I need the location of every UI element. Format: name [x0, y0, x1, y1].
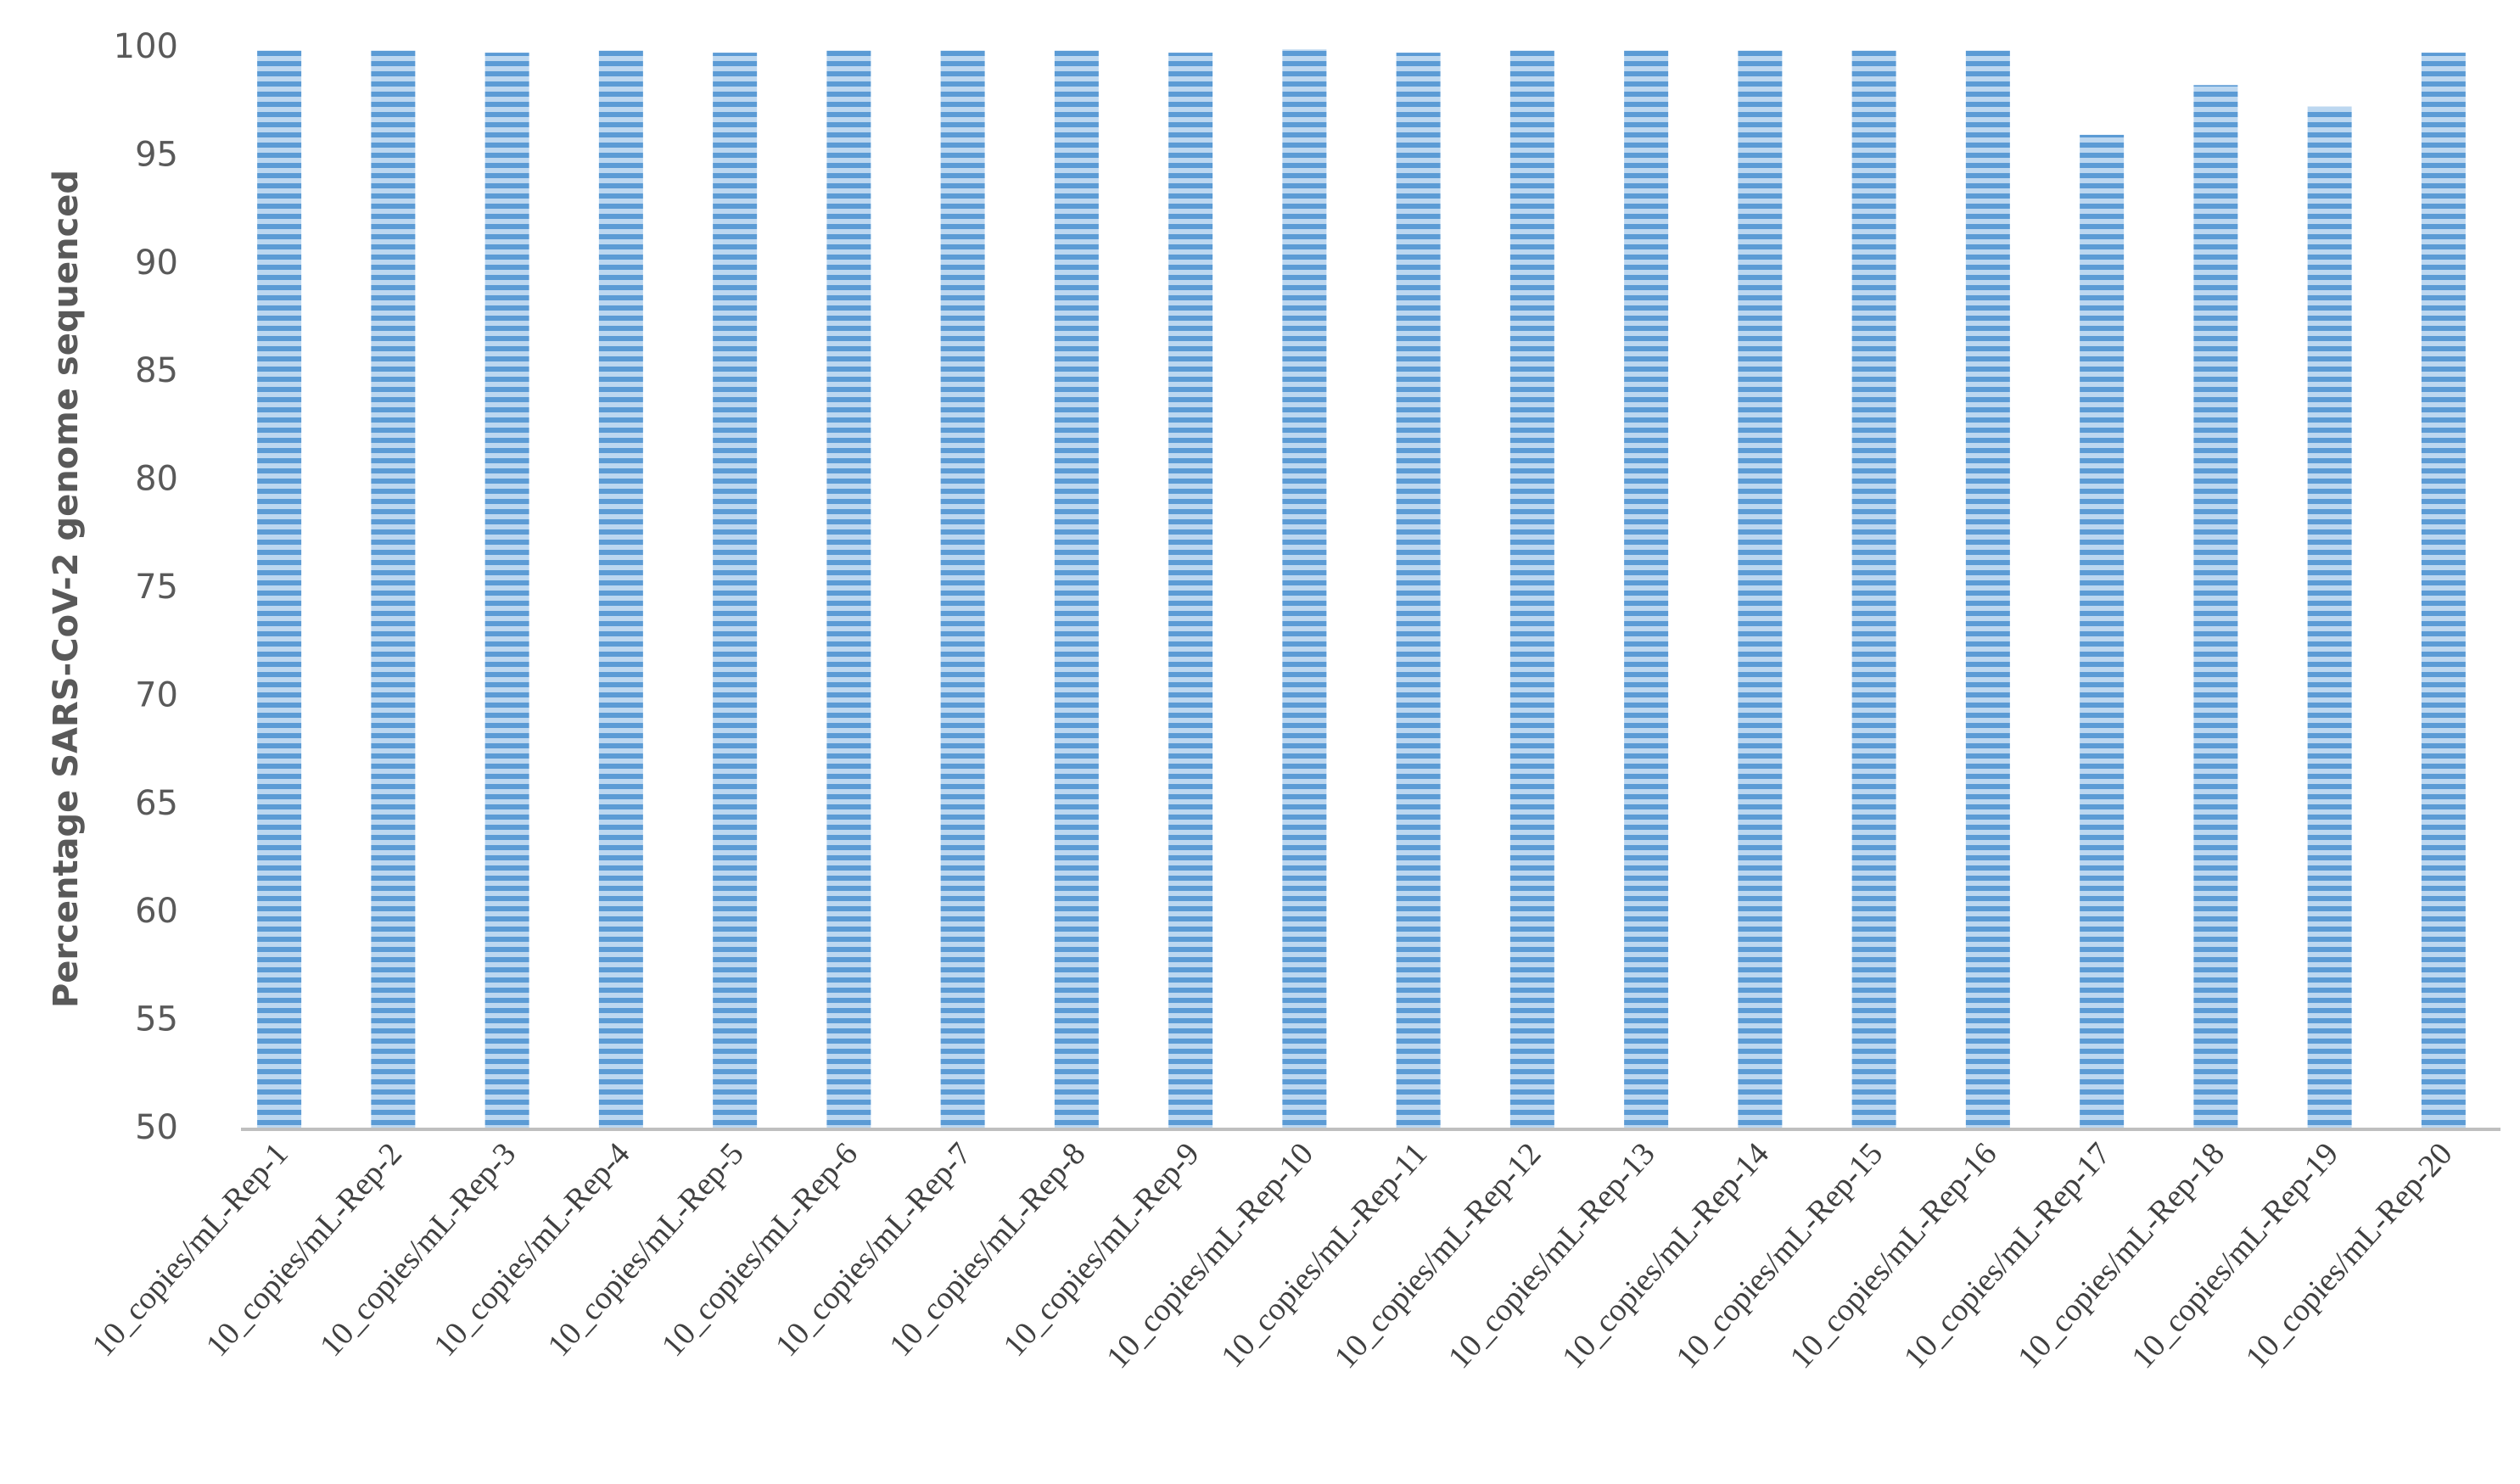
bar [1168, 53, 1213, 1130]
x-tick-label: 10_copies/mL-Rep-5 [541, 1136, 751, 1364]
x-tick-label: 10_copies/mL-Rep-17 [1897, 1136, 2118, 1375]
x-tick-label: 10_copies/mL-Rep-10 [1100, 1136, 1320, 1375]
x-tick-label: 10_copies/mL-Rep-9 [997, 1136, 1207, 1364]
y-tick-label: 50 [135, 1108, 178, 1147]
x-tick-label: 10_copies/mL-Rep-7 [769, 1136, 978, 1364]
y-tick-label: 75 [135, 568, 178, 607]
x-tick-label: 10_copies/mL-Rep-4 [427, 1136, 636, 1364]
x-tick-label: 10_copies/mL-Rep-18 [2011, 1136, 2232, 1375]
x-tick-label: 10_copies/mL-Rep-2 [199, 1136, 409, 1364]
x-tick-label: 10_copies/mL-Rep-14 [1555, 1136, 1776, 1375]
bar [371, 50, 416, 1130]
y-tick-label: 100 [114, 27, 178, 66]
x-tick-label: 10_copies/mL-Rep-13 [1442, 1136, 1662, 1375]
x-tick-label: 10_copies/mL-Rep-15 [1669, 1136, 1890, 1375]
y-tick-label: 55 [135, 1000, 178, 1039]
y-tick-label: 95 [135, 135, 178, 174]
x-tick-label: 10_copies/mL-Rep-11 [1214, 1136, 1434, 1375]
y-tick-label: 70 [135, 675, 178, 714]
x-tick-label: 10_copies/mL-Rep-19 [2125, 1136, 2345, 1375]
bar [598, 50, 643, 1130]
bar [1282, 49, 1327, 1129]
x-tick-label: 10_copies/mL-Rep-3 [313, 1136, 523, 1364]
bar [1851, 50, 1896, 1130]
y-axis-label: Percentage SARS-CoV-2 genome sequenced [47, 170, 86, 1008]
y-tick-label: 90 [135, 244, 178, 283]
bar [257, 50, 302, 1130]
bar [1509, 50, 1554, 1130]
bar [2193, 85, 2238, 1129]
x-tick-label: 10_copies/mL-Rep-1 [86, 1136, 295, 1364]
bar [2080, 134, 2125, 1129]
bar [1396, 53, 1441, 1130]
x-tick-label: 10_copies/mL-Rep-8 [882, 1136, 1092, 1364]
bar [1965, 50, 2010, 1130]
bar [2421, 53, 2466, 1130]
bar [484, 53, 529, 1130]
y-tick-label: 60 [135, 892, 178, 931]
x-tick-label: 10_copies/mL-Rep-12 [1328, 1136, 1548, 1375]
y-tick-label: 85 [135, 351, 178, 390]
bar [2307, 106, 2352, 1129]
bar [940, 50, 985, 1130]
bar [1738, 50, 1783, 1130]
x-tick-label: 10_copies/mL-Rep-20 [2239, 1136, 2460, 1375]
bar [1054, 50, 1099, 1130]
x-tick-label: 10_copies/mL-Rep-16 [1784, 1136, 2004, 1375]
x-tick-label: 10_copies/mL-Rep-6 [655, 1136, 865, 1364]
y-tick-label: 65 [135, 784, 178, 823]
y-tick-label: 80 [135, 460, 178, 499]
bar [1624, 50, 1669, 1130]
bar [713, 53, 758, 1130]
bar [826, 50, 871, 1130]
